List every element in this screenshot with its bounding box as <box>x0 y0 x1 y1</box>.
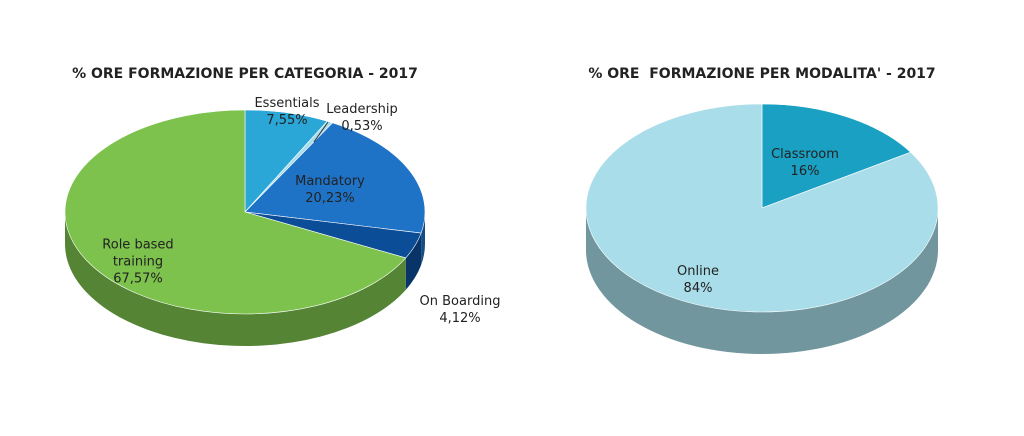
slice <box>761 103 912 209</box>
slice-side <box>65 212 406 347</box>
chart-title: % ORE FORMAZIONE PER MODALITA' - 2017 <box>588 66 936 82</box>
value-label: 20,23% <box>305 191 355 206</box>
slice-label: Classroom 16% <box>765 146 845 180</box>
category-label: Leadership <box>326 102 398 117</box>
value-label: 84% <box>683 281 713 296</box>
category-label: Role based training <box>102 237 174 270</box>
slice <box>585 103 939 313</box>
chart-title: % ORE FORMAZIONE PER CATEGORIA - 2017 <box>72 66 418 82</box>
slice <box>64 109 407 315</box>
value-label: 67,57% <box>113 271 163 287</box>
leader-line <box>313 121 329 143</box>
category-label: On Boarding <box>419 294 501 309</box>
value-label: 4,12% <box>439 311 481 326</box>
slice-label: Essentials 7,55% <box>252 95 322 129</box>
slice-label: Leadership 0,53% <box>322 101 402 135</box>
slice <box>244 122 426 234</box>
slice-label: On Boarding 4,12% <box>415 293 505 327</box>
slice-label: Role based training 67,57% <box>98 237 178 288</box>
value-label: 0,53% <box>341 119 383 134</box>
slice-side <box>586 208 938 354</box>
slice-side <box>421 212 425 266</box>
value-label: 16% <box>790 164 820 179</box>
slice-label: Online 84% <box>658 263 738 297</box>
category-label: Online <box>677 264 719 279</box>
slice-side <box>405 233 422 290</box>
category-label: Essentials <box>254 96 320 111</box>
slice-label: Mandatory 20,23% <box>290 173 370 207</box>
value-label: 7,55% <box>266 113 308 128</box>
category-label: Classroom <box>771 147 839 162</box>
category-label: Mandatory <box>295 174 365 189</box>
